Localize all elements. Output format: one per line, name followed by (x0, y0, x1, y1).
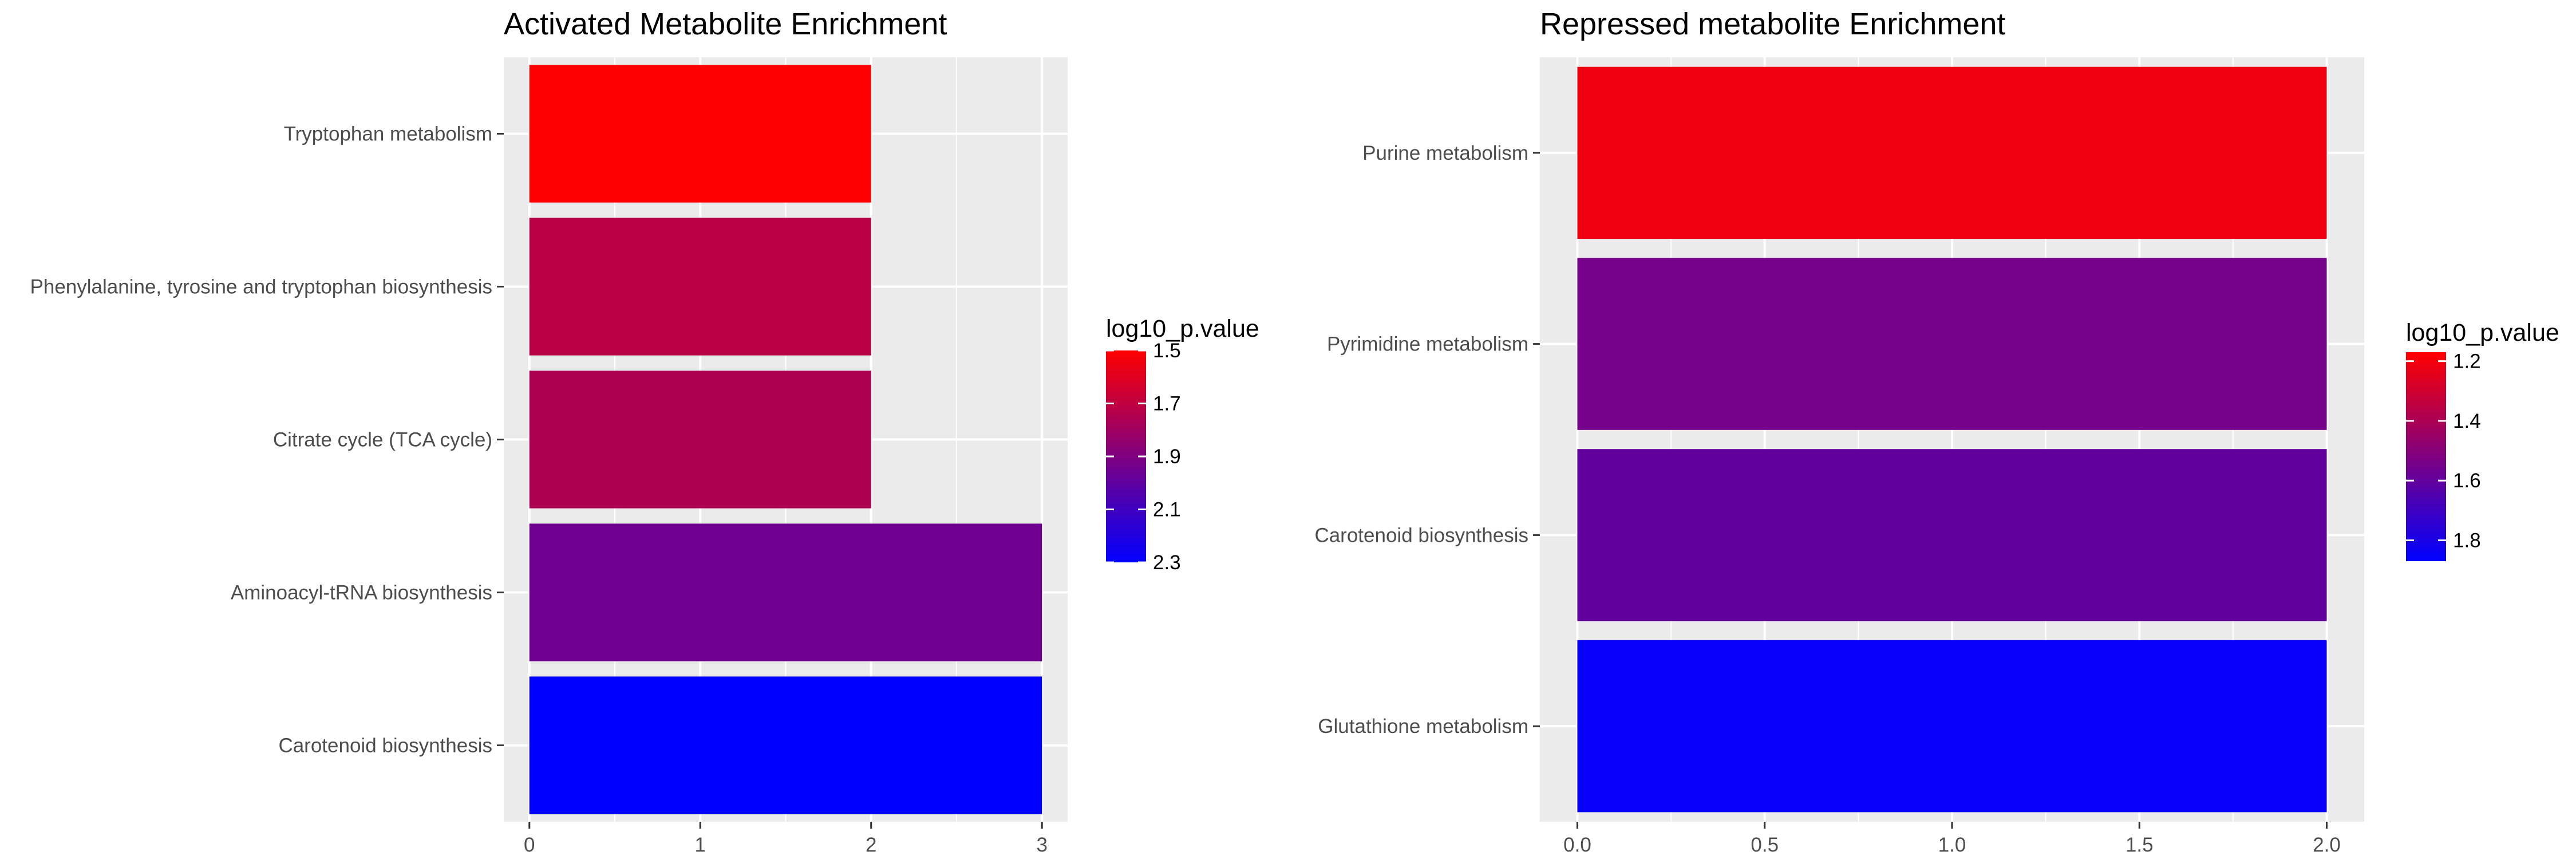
activated-chart-panel: Activated Metabolite Enrichment Tryptoph… (30, 7, 1259, 856)
y-tick-label: Carotenoid biosynthesis (278, 735, 492, 757)
legend-tick-label: 2.1 (1153, 499, 1181, 521)
x-tick-label: 2.0 (2313, 834, 2341, 856)
x-tick-label: 0.5 (1751, 834, 1779, 856)
activated-chart-title: Activated Metabolite Enrichment (504, 7, 947, 41)
repressed-legend-title: log10_p.value (2406, 319, 2559, 346)
x-tick-label: 2 (866, 834, 876, 856)
y-tick-label: Tryptophan metabolism (284, 123, 492, 145)
legend-tick-label: 1.4 (2453, 410, 2481, 432)
legend-tick-label: 1.5 (1153, 340, 1181, 362)
repressed-legend-colorbar (2406, 352, 2446, 561)
bar-repressed-0 (1577, 66, 2327, 239)
bar-repressed-1 (1577, 258, 2327, 430)
activated-y-axis: Tryptophan metabolism Phenylalanine, tyro… (30, 123, 504, 757)
bar-activated-1 (529, 218, 871, 356)
legend-tick-label: 1.6 (2453, 470, 2481, 492)
x-tick-label: 0 (524, 834, 535, 856)
repressed-legend-ticks: 1.2 1.4 1.6 1.8 (2406, 350, 2481, 552)
x-tick-label: 0.0 (1563, 834, 1591, 856)
legend-tick-label: 1.2 (2453, 350, 2481, 373)
repressed-chart-panel: Repressed metabolite Enrichment Purine m… (1314, 7, 2559, 856)
legend-tick-label: 1.9 (1153, 446, 1181, 468)
repressed-x-axis: 0.0 0.5 1.0 1.5 2.0 (1563, 822, 2341, 856)
activated-legend-title: log10_p.value (1106, 315, 1259, 342)
bar-repressed-2 (1577, 449, 2327, 621)
y-tick-label: Citrate cycle (TCA cycle) (273, 429, 492, 451)
activated-bars (529, 65, 1042, 814)
activated-legend-ticks: 1.5 1.7 1.9 2.1 2.3 (1106, 340, 1181, 574)
activated-x-axis: 0 1 2 3 (524, 822, 1048, 856)
y-tick-label: Purine metabolism (1362, 142, 1528, 164)
repressed-chart-title: Repressed metabolite Enrichment (1540, 7, 2005, 41)
bar-activated-4 (529, 676, 1042, 814)
activated-legend: log10_p.value 1.5 1.7 1.9 2.1 2.3 (1106, 315, 1259, 574)
repressed-bars (1577, 66, 2327, 813)
legend-tick-label: 2.3 (1153, 551, 1181, 574)
bar-activated-2 (529, 371, 871, 509)
x-tick-label: 1.0 (1938, 834, 1966, 856)
bar-activated-3 (529, 523, 1042, 661)
x-tick-label: 1.5 (2125, 834, 2154, 856)
bar-activated-0 (529, 65, 871, 203)
y-tick-label: Glutathione metabolism (1318, 715, 1528, 738)
y-tick-label: Aminoacyl-tRNA biosynthesis (231, 582, 492, 604)
bar-repressed-3 (1577, 640, 2327, 813)
repressed-y-axis: Purine metabolism Pyrimidine metabolism Ca… (1314, 142, 1540, 738)
x-tick-label: 3 (1036, 834, 1047, 856)
y-tick-label: Pyrimidine metabolism (1327, 333, 1528, 356)
y-tick-label: Carotenoid biosynthesis (1314, 524, 1528, 546)
y-tick-label: Phenylalanine, tyrosine and tryptophan b… (30, 276, 492, 298)
repressed-legend: log10_p.value 1.2 1.4 1.6 1.8 (2406, 319, 2559, 561)
legend-tick-label: 1.7 (1153, 393, 1181, 415)
x-tick-label: 1 (695, 834, 706, 856)
legend-tick-label: 1.8 (2453, 530, 2481, 552)
